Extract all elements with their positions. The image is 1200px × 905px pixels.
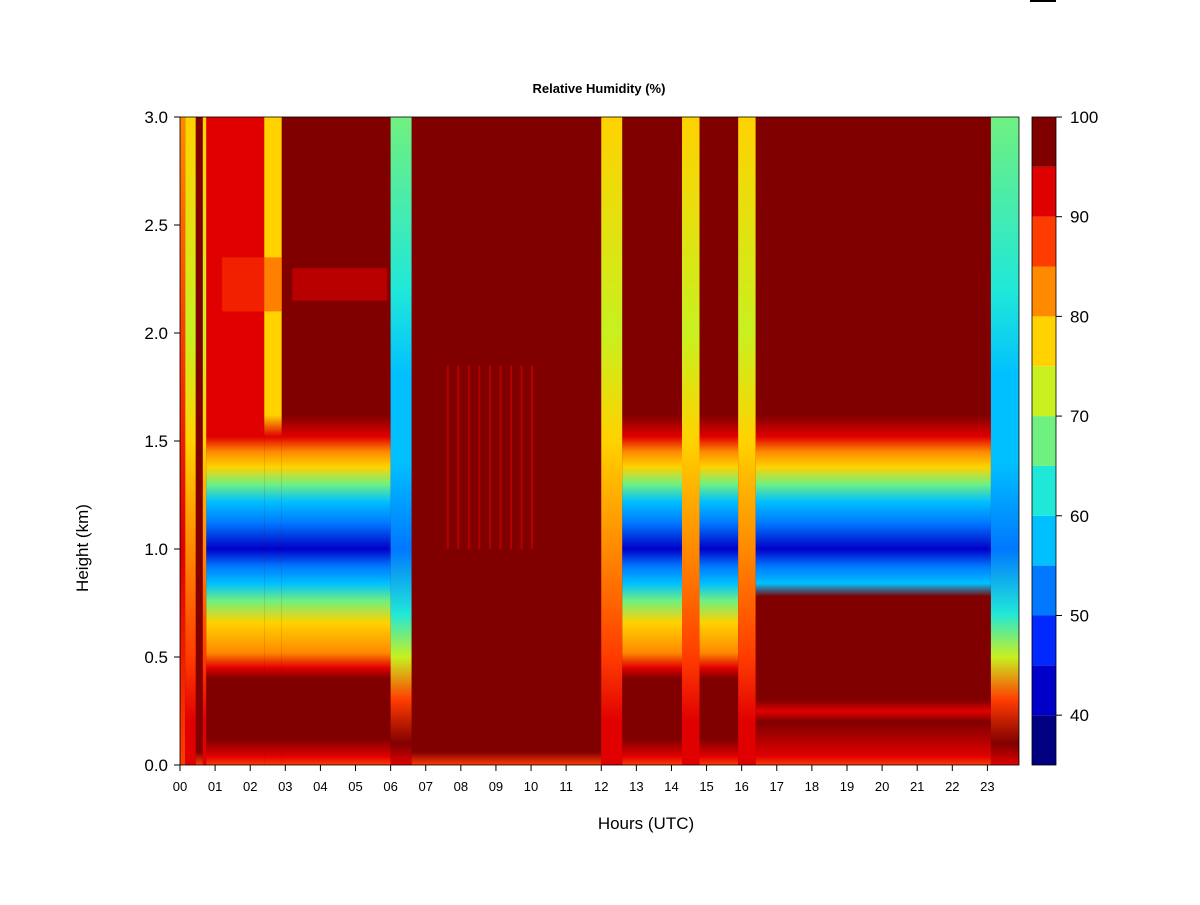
- colorbar-swatch: [1032, 166, 1056, 217]
- colorbar-swatch: [1032, 416, 1056, 466]
- chart-title: Relative Humidity (%): [533, 81, 666, 96]
- x-tick-label: 14: [664, 779, 678, 794]
- heatmap-column-13: [738, 117, 756, 765]
- y-tick-label: 2.5: [144, 216, 168, 235]
- cloud-streak: [457, 365, 460, 549]
- heatmap-column-10: [622, 117, 682, 765]
- colorbar-frame: [1031, 116, 1057, 766]
- y-tick-label: 2.0: [144, 324, 168, 343]
- plot-area: [179, 116, 1020, 766]
- x-tick-label: 13: [629, 779, 643, 794]
- x-tick-label: 01: [208, 779, 222, 794]
- y-tick-label: 1.0: [144, 540, 168, 559]
- cloud-streak: [499, 365, 502, 549]
- x-tick-label: 00: [173, 779, 187, 794]
- x-tick-label: 05: [348, 779, 362, 794]
- heatmap-column-2: [195, 117, 203, 765]
- colorbar-swatch: [1032, 117, 1056, 167]
- cloud-streak: [467, 365, 470, 549]
- heatmap-column-5: [264, 117, 282, 765]
- colorbar-tick-label: 70: [1070, 407, 1089, 426]
- heatmap-column-14: [755, 117, 991, 765]
- heatmap-column-15: [990, 117, 1019, 765]
- x-tick-label: 09: [489, 779, 503, 794]
- y-axis-ticks: 0.0 0.5 1.0 1.5 2.0 2.5 3.0: [144, 108, 180, 775]
- y-tick-label: 0.5: [144, 648, 168, 667]
- y-tick-label: 0.0: [144, 756, 168, 775]
- colorbar: 40 50 60 70 80 90 100: [1031, 108, 1098, 766]
- x-tick-label: 07: [418, 779, 432, 794]
- colorbar-tick-label: 90: [1070, 208, 1089, 227]
- y-tick-label: 3.0: [144, 108, 168, 127]
- heatmap-column-8: [411, 117, 602, 765]
- x-tick-label: 15: [699, 779, 713, 794]
- x-tick-label: 23: [980, 779, 994, 794]
- x-tick-label: 04: [313, 779, 327, 794]
- x-tick-label: 17: [770, 779, 784, 794]
- x-tick-label: 18: [805, 779, 819, 794]
- x-tick-label: 06: [383, 779, 397, 794]
- x-tick-label: 10: [524, 779, 538, 794]
- cloud-streak: [531, 365, 534, 549]
- x-tick-label: 02: [243, 779, 257, 794]
- heatmap-column-9: [601, 117, 623, 765]
- colorbar-swatch: [1032, 715, 1056, 765]
- heatmap-column-4: [206, 117, 265, 765]
- x-tick-label: 11: [559, 779, 573, 794]
- colorbar-swatch: [1032, 465, 1056, 516]
- colorbar-swatch: [1032, 366, 1056, 417]
- colorbar-swatch: [1032, 515, 1056, 566]
- x-tick-label: 16: [734, 779, 748, 794]
- corner-mark: [1030, 0, 1056, 2]
- x-tick-label: 20: [875, 779, 889, 794]
- x-axis-ticks: 00 01 02 03 04 05 06 07 08 09 10 11 12 13 14 15 16 17 18 19…: [173, 765, 995, 794]
- morning-humid-band-2: [292, 268, 388, 301]
- colorbar-swatch: [1032, 316, 1056, 367]
- x-tick-label: 22: [945, 779, 959, 794]
- colorbar-tick-label: 40: [1070, 706, 1089, 725]
- cloud-streak: [520, 365, 523, 549]
- heatmap-column-11: [681, 117, 700, 765]
- heatmap-column-0: [180, 117, 186, 765]
- cloud-streak: [509, 365, 512, 549]
- colorbar-tick-label: 80: [1070, 307, 1089, 326]
- x-tick-label: 03: [278, 779, 292, 794]
- cloud-streak: [446, 365, 449, 549]
- heatmap-column-12: [699, 117, 739, 765]
- y-tick-label: 1.5: [144, 432, 168, 451]
- x-tick-label: 19: [840, 779, 854, 794]
- colorbar-swatch: [1032, 565, 1056, 616]
- y-axis-label: Height (km): [73, 504, 92, 592]
- colorbar-tick-label: 50: [1070, 606, 1089, 625]
- colorbar-swatch: [1032, 216, 1056, 267]
- colorbar-tick-label: 60: [1070, 507, 1089, 526]
- cloud-streak: [478, 365, 481, 549]
- x-tick-label: 12: [594, 779, 608, 794]
- heatmap-column-3: [202, 117, 207, 765]
- x-tick-label: 08: [454, 779, 468, 794]
- heatmap-column-1: [185, 117, 196, 765]
- colorbar-swatch: [1032, 665, 1056, 716]
- colorbar-swatch: [1032, 266, 1056, 317]
- cloud-streak: [488, 365, 491, 549]
- heatmap-column-7: [390, 117, 412, 765]
- colorbar-swatch: [1032, 615, 1056, 666]
- heatmap-column-6: [281, 117, 391, 765]
- morning-humid-band: [222, 257, 282, 312]
- colorbar-tick-label: 100: [1070, 108, 1098, 127]
- x-axis-label: Hours (UTC): [598, 814, 694, 833]
- x-tick-label: 21: [910, 779, 924, 794]
